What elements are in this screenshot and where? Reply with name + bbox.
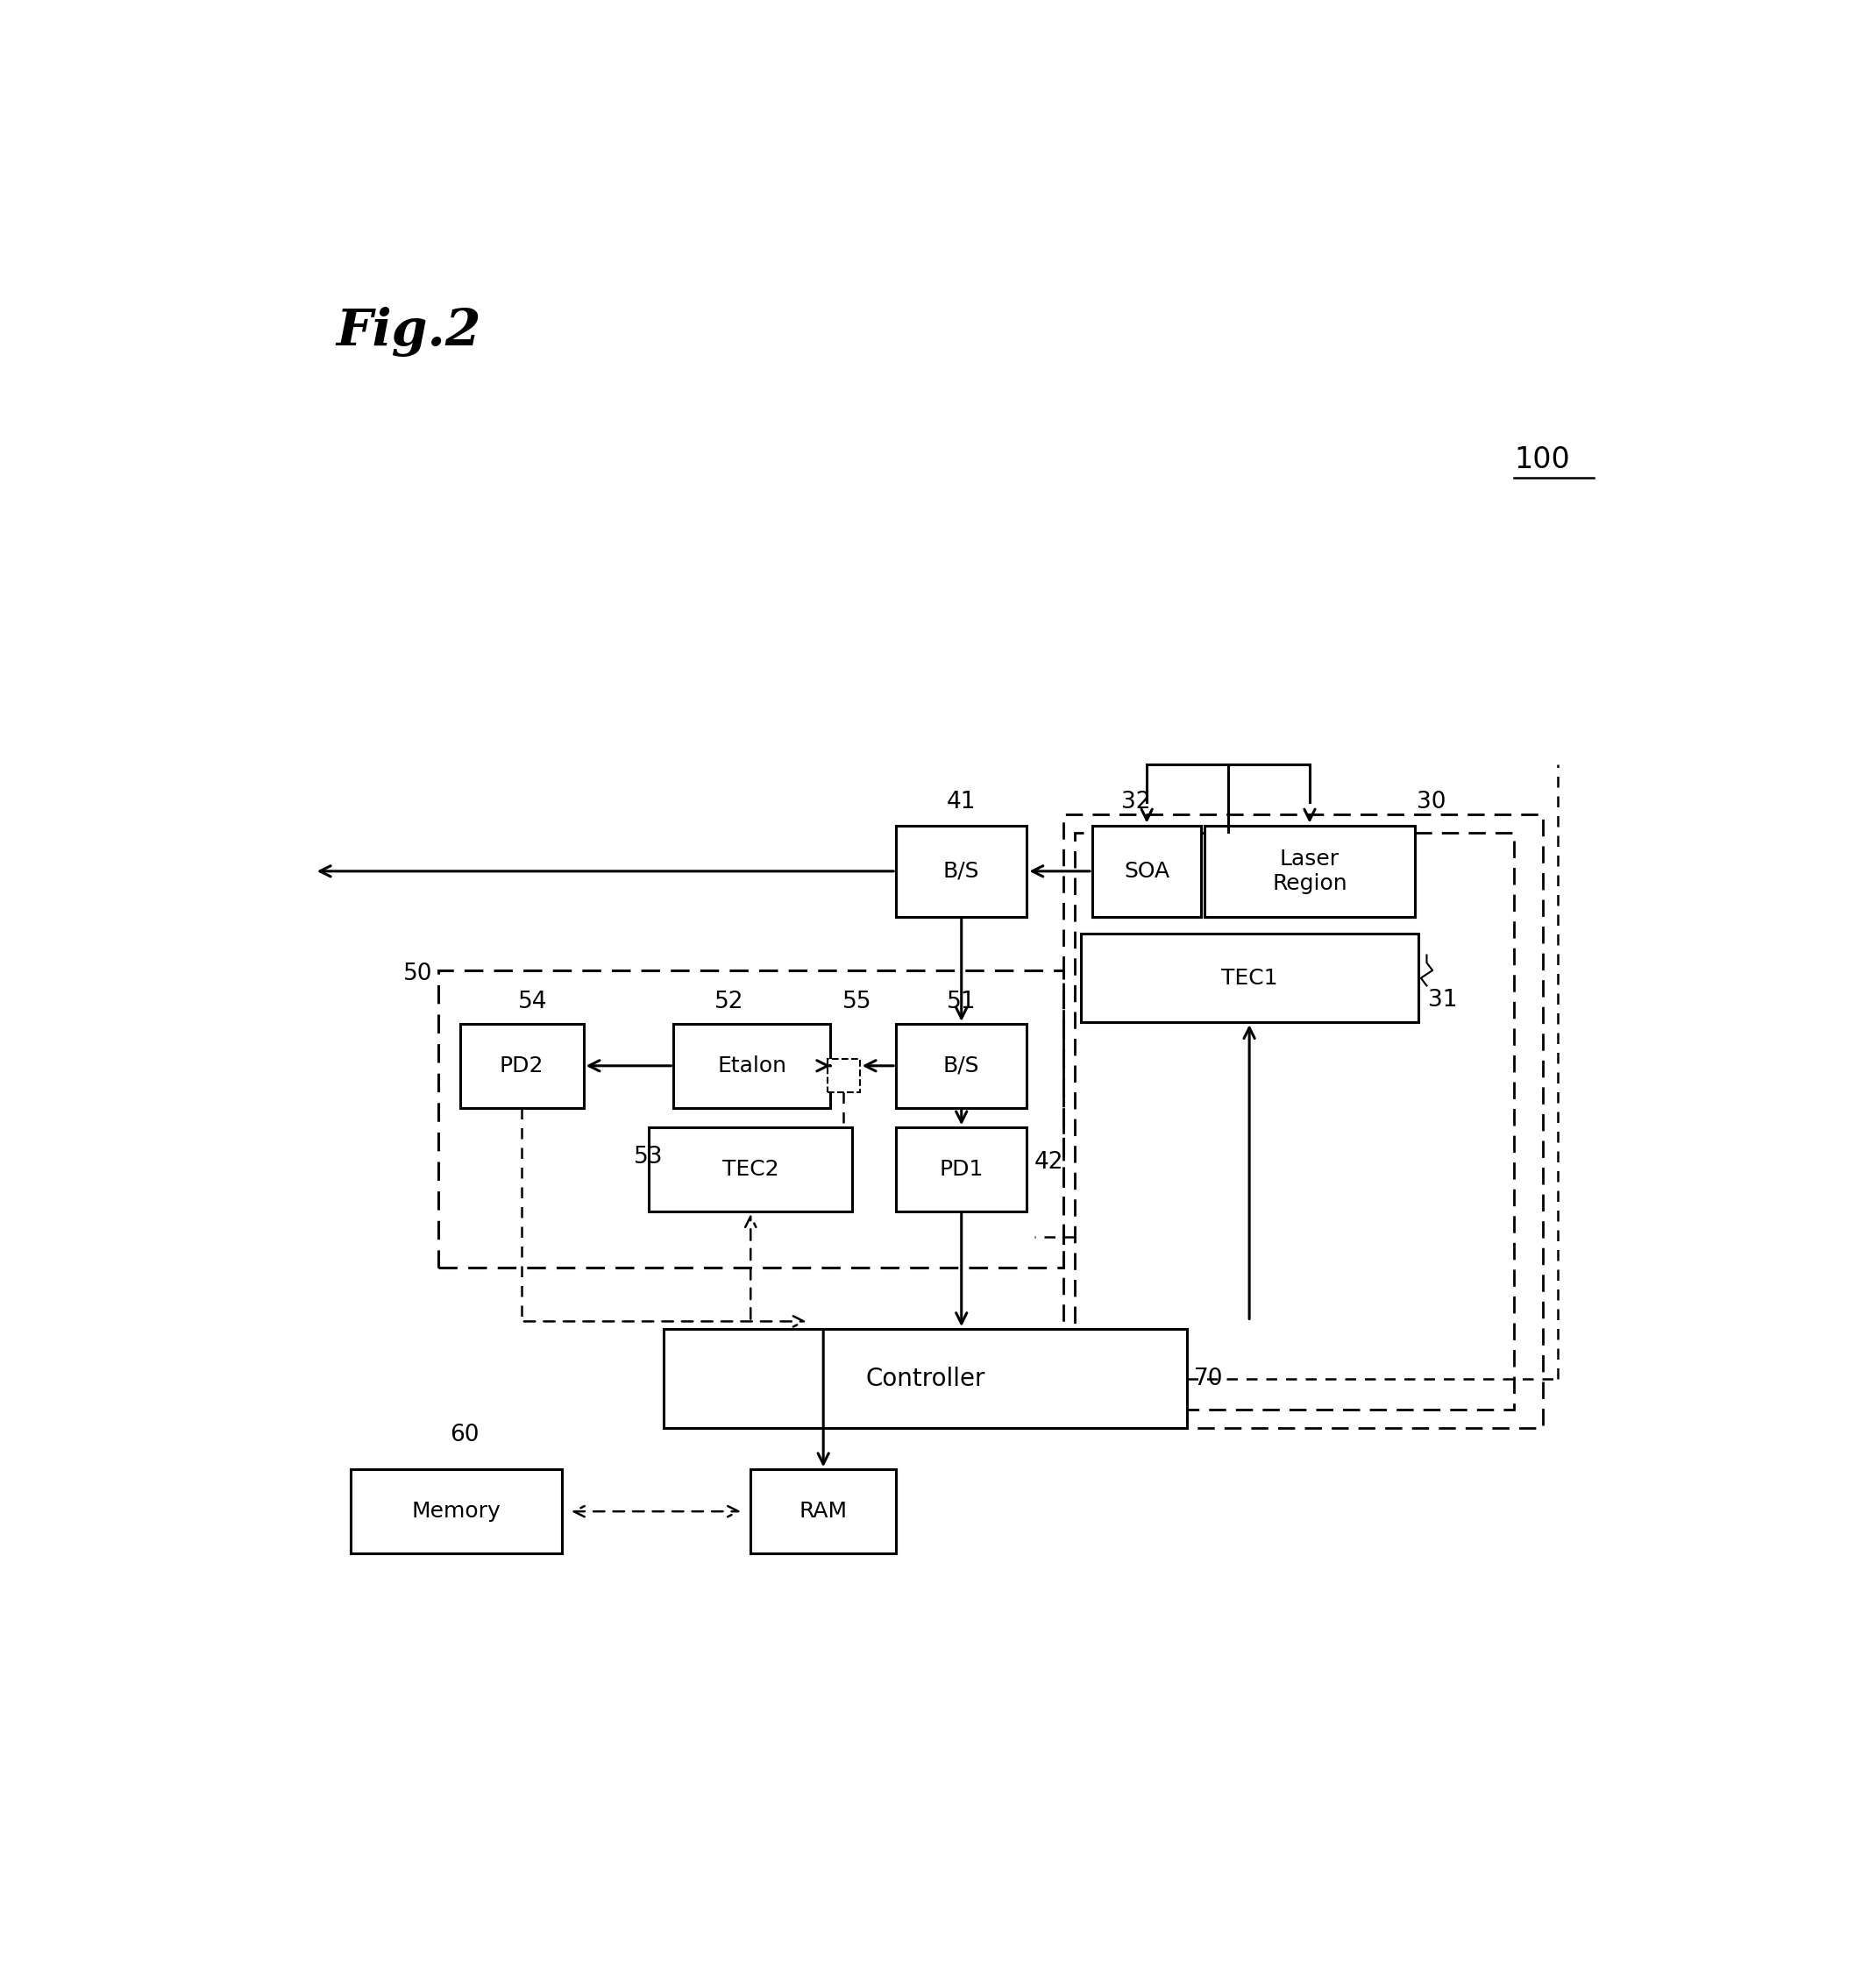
- Text: 31: 31: [1428, 989, 1458, 1011]
- Bar: [1081, 934, 1418, 1023]
- Bar: [673, 1025, 831, 1108]
- Text: 54: 54: [518, 991, 548, 1013]
- Text: 41: 41: [947, 791, 976, 813]
- Text: PD1: PD1: [940, 1159, 983, 1179]
- Text: 52: 52: [715, 991, 743, 1013]
- Text: 30: 30: [1416, 791, 1446, 813]
- Bar: [897, 825, 1026, 918]
- Bar: [1092, 825, 1201, 918]
- Text: 42: 42: [1034, 1152, 1064, 1173]
- Text: 50: 50: [403, 963, 431, 985]
- Text: 32: 32: [1122, 791, 1150, 813]
- Bar: [897, 1128, 1026, 1211]
- Bar: [460, 1025, 583, 1108]
- Text: SOA: SOA: [1124, 860, 1169, 882]
- Text: Laser
Region: Laser Region: [1272, 848, 1347, 894]
- Bar: [1064, 815, 1542, 1429]
- Text: TEC1: TEC1: [1221, 967, 1278, 989]
- Text: 60: 60: [450, 1423, 478, 1447]
- Text: Fig.2: Fig.2: [336, 307, 482, 357]
- Text: B/S: B/S: [944, 1054, 979, 1076]
- Text: 70: 70: [1195, 1368, 1223, 1389]
- Text: 100: 100: [1514, 446, 1570, 474]
- Bar: [439, 971, 1064, 1268]
- Bar: [897, 1025, 1026, 1108]
- Text: Etalon: Etalon: [717, 1054, 786, 1076]
- Bar: [1075, 832, 1514, 1409]
- Bar: [827, 1058, 859, 1092]
- Text: B/S: B/S: [944, 860, 979, 882]
- Text: 53: 53: [634, 1146, 664, 1169]
- Text: 55: 55: [842, 991, 872, 1013]
- Bar: [351, 1469, 561, 1554]
- Text: RAM: RAM: [799, 1500, 848, 1522]
- Bar: [649, 1128, 852, 1211]
- Text: PD2: PD2: [499, 1054, 544, 1076]
- Text: TEC2: TEC2: [722, 1159, 779, 1179]
- Text: Controller: Controller: [865, 1366, 985, 1391]
- Bar: [750, 1469, 897, 1554]
- Bar: [1204, 825, 1415, 918]
- Text: 51: 51: [947, 991, 976, 1013]
- Bar: [664, 1330, 1188, 1429]
- Text: Memory: Memory: [411, 1500, 501, 1522]
